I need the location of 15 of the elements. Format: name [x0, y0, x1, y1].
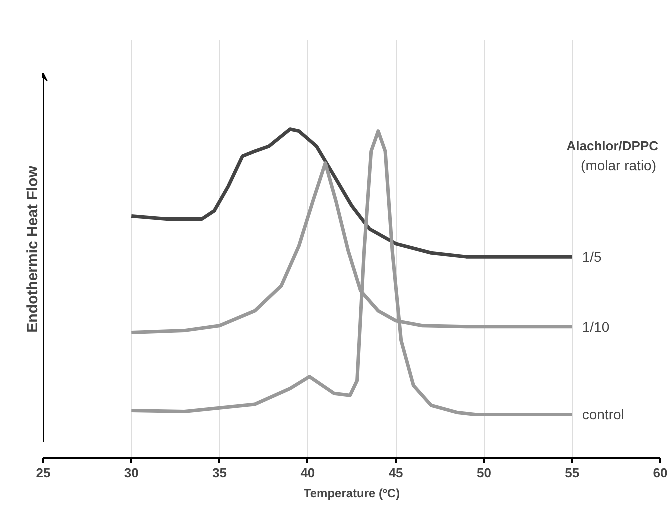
legend-title: Alachlor/DPPC [566, 138, 660, 154]
x-tick-label: 60 [653, 466, 668, 480]
series-label: 1/10 [582, 318, 610, 335]
x-tick-label: 45 [388, 466, 404, 480]
annotation: (molar ratio) [581, 158, 657, 174]
x-tick-label: 30 [124, 466, 139, 480]
x-tick-label: 25 [36, 466, 51, 480]
series-label: 1/5 [582, 249, 602, 266]
series-label: control [582, 406, 624, 423]
x-tick-label: 35 [212, 466, 228, 480]
x-tick-label: 55 [565, 466, 580, 480]
x-tick-label: 50 [476, 466, 492, 480]
x-axis-title: Temperature (ºC) [304, 486, 400, 500]
y-axis-title: Endothermic Heat Flow [24, 166, 42, 333]
x-tick-label: 40 [300, 466, 316, 480]
